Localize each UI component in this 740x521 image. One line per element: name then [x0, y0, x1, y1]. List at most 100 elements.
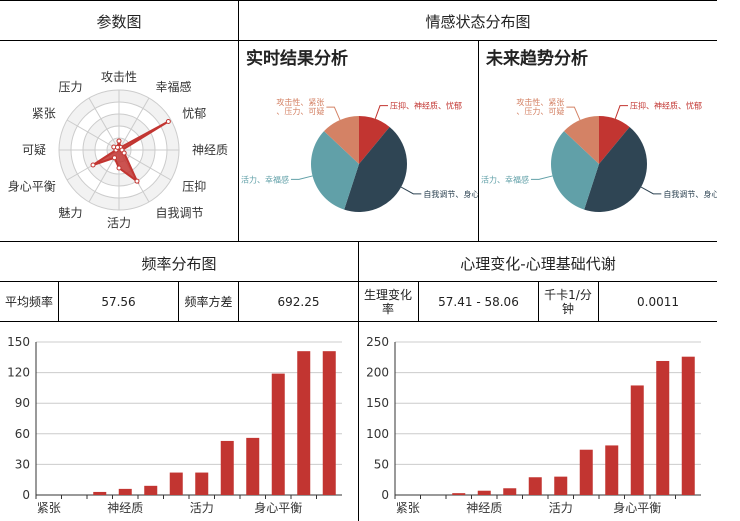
radar-series	[90, 119, 171, 185]
radar-indicator-label: 可疑	[22, 142, 46, 157]
bar	[169, 472, 183, 495]
pie-slice-label: 压抑、神经质、忧郁	[630, 101, 702, 111]
pie-slice-label: 魅力、活力、幸福感	[479, 174, 529, 184]
pie-slice-label: 魅力、活力、幸福感	[239, 174, 289, 184]
radar-axis	[118, 149, 172, 181]
grid-stat-div-5	[538, 281, 539, 321]
radar-indicator-label: 身心平衡	[8, 179, 56, 194]
bar	[246, 437, 260, 495]
pie-slice	[359, 116, 390, 164]
pie-label-line	[640, 186, 662, 195]
y-tick-label: 0	[381, 488, 389, 502]
bar	[220, 440, 234, 495]
x-tick-label: 神经质	[107, 501, 143, 515]
radar-indicator-label: 压抑	[182, 179, 206, 194]
freq-var-value: 692.25	[277, 294, 320, 309]
psych-rate-label: 生理变化率	[363, 287, 412, 316]
x-tick-label: 神经质	[466, 501, 502, 515]
pie-slice-label: 自我调节、身心平衡	[423, 189, 478, 199]
pie-slice-label: 攻击性、紧张、压力、可疑	[276, 97, 324, 116]
psych-bars: 0 50 100 150 200 250 紧张 神经质 活力 身心平衡	[366, 335, 701, 515]
y-tick-label: 200	[366, 366, 389, 380]
bar	[322, 351, 336, 495]
bar	[477, 490, 491, 495]
x-tick-label: 活力	[190, 501, 214, 515]
radar-point	[90, 162, 96, 168]
bar	[195, 472, 209, 495]
pie-slice-label: 攻击性、紧张、压力、可疑	[516, 97, 564, 116]
bar	[93, 491, 107, 495]
pie-label-line	[374, 105, 389, 120]
y-tick-label: 0	[22, 488, 30, 502]
x-tick-label: 活力	[549, 501, 573, 515]
pie-label-line	[326, 106, 341, 121]
pie-label-line	[614, 105, 629, 120]
radar-point	[165, 119, 171, 124]
psych-bar-chart: 0 50 100 150 200 250 紧张 神经质 活力 身心平衡	[366, 335, 701, 515]
grid-pie-divider	[478, 41, 479, 241]
pie-slice	[344, 127, 407, 212]
radar-point	[115, 144, 120, 150]
bar	[452, 493, 466, 495]
radar-axis	[66, 119, 120, 151]
pie-slice	[311, 131, 359, 210]
freq-title: 频率分布图	[141, 255, 217, 273]
pie-slice	[599, 116, 630, 164]
psych-unit-label: 千卡1/分钟	[544, 287, 592, 316]
grid-stat-div-1	[58, 281, 59, 321]
future-title: 未来趋势分析	[486, 49, 588, 69]
radar-indicator-label: 魅力	[58, 205, 82, 220]
pie-slice-label: 压抑、神经质、忧郁	[390, 101, 462, 111]
radar-point	[121, 150, 127, 156]
y-tick-label: 60	[15, 427, 30, 441]
x-tick-label: 紧张	[396, 501, 420, 515]
freq-var-label: 频率方差	[184, 294, 233, 309]
radar-indicator-label: 攻击性	[101, 70, 137, 84]
pie-slice	[564, 116, 599, 164]
pie-slice	[584, 127, 647, 212]
psych-title: 心理变化-心理基础代谢	[460, 255, 616, 273]
freq-mean-label: 平均频率	[4, 294, 53, 309]
bar	[144, 485, 158, 495]
radar-axis	[118, 97, 150, 151]
bar	[503, 488, 517, 495]
freq-bars: 0 30 60 90 120 150 紧张 神经质 活力 身心平衡	[7, 335, 342, 515]
y-tick-label: 100	[366, 427, 389, 441]
y-tick-label: 30	[15, 457, 30, 471]
x-tick-label: 身心平衡	[613, 500, 661, 515]
radar-indicator-label: 压力	[58, 80, 82, 94]
y-tick-label: 150	[7, 335, 30, 349]
radar-indicator-label: 活力	[107, 216, 131, 230]
radar-point	[116, 138, 122, 144]
radar-point	[112, 155, 117, 161]
psych-rate-value: 57.41 - 58.06	[438, 294, 519, 309]
grid-bottom-divider	[358, 241, 359, 521]
emotion-title: 情感状态分布图	[425, 13, 531, 31]
pie-label-line	[530, 175, 553, 180]
bar	[656, 360, 670, 495]
bar	[528, 477, 542, 495]
grid-header-bottom	[0, 40, 717, 41]
grid-top-divider	[238, 0, 239, 241]
radar-indicator-label: 紧张	[32, 107, 56, 121]
grid-stat-div-6	[598, 281, 599, 321]
bar	[554, 476, 568, 495]
radar-axis	[88, 97, 120, 151]
bar	[630, 385, 644, 495]
bar	[681, 356, 695, 495]
radar-indicator-label: 忧郁	[182, 106, 206, 121]
y-tick-label: 250	[366, 335, 389, 349]
bar	[605, 445, 619, 495]
radar-point	[134, 178, 140, 184]
realtime-title: 实时结果分析	[246, 49, 348, 69]
y-tick-label: 120	[7, 366, 30, 380]
bar	[271, 373, 285, 495]
freq-mean-value: 57.56	[101, 294, 136, 309]
x-tick-label: 紧张	[37, 501, 61, 515]
